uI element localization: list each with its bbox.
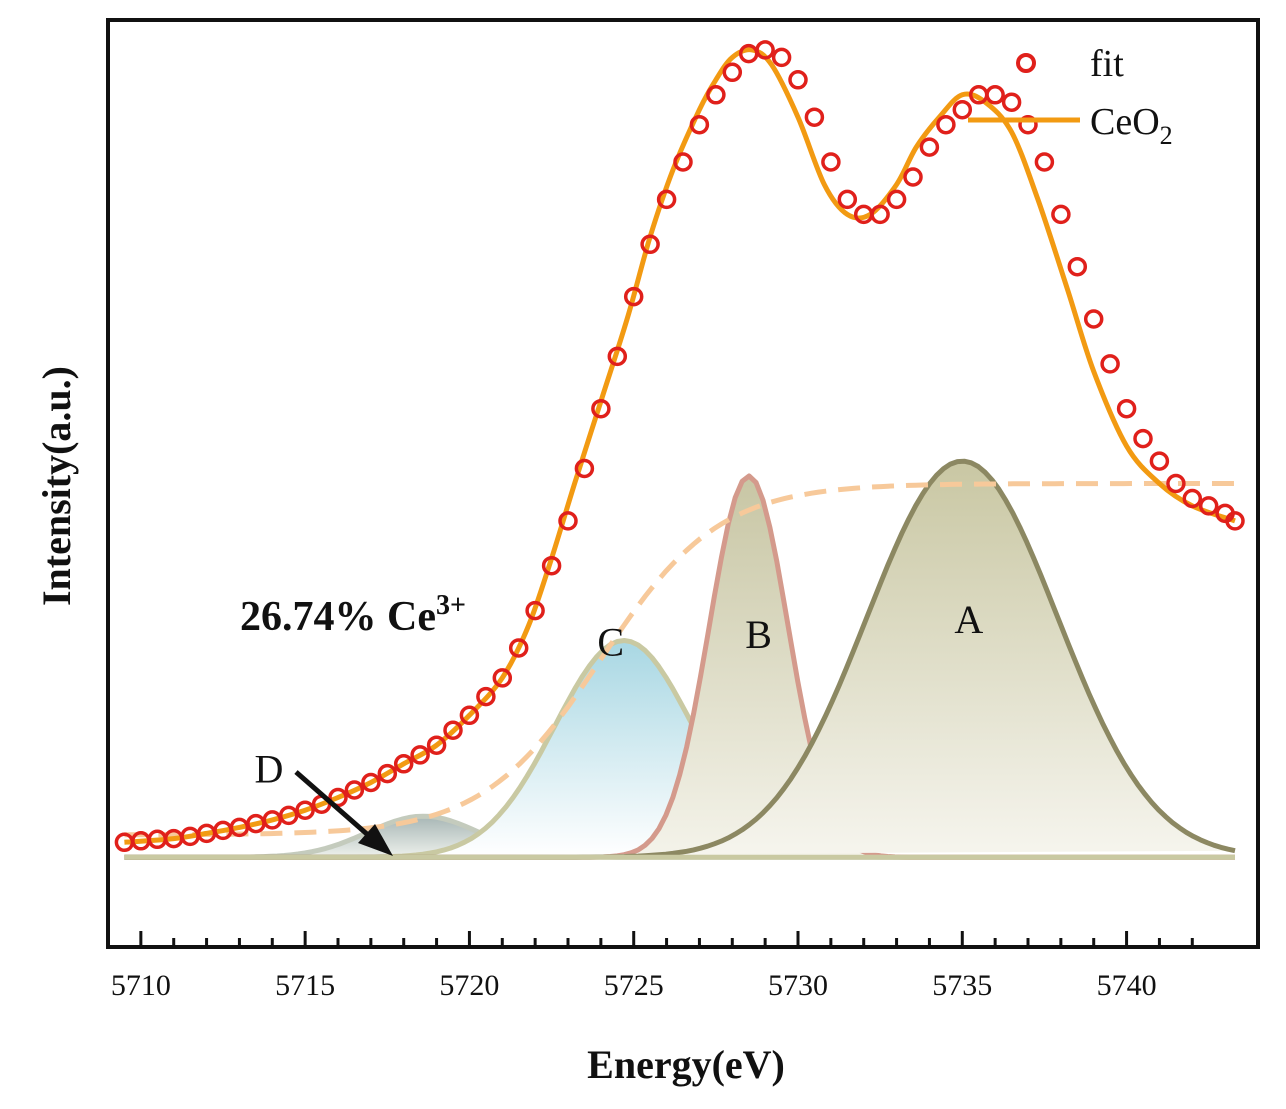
fit-point <box>492 668 513 688</box>
fit-point <box>656 189 677 210</box>
fit-point <box>985 85 1005 105</box>
legend: fit CeO2 <box>968 43 1173 150</box>
fit-point <box>426 735 447 755</box>
background-curve <box>124 481 1235 838</box>
peak-C-fill <box>124 640 1235 858</box>
x-axis-title: Energy(eV) <box>587 1042 785 1087</box>
x-tick-label: 5725 <box>604 969 664 1002</box>
fit-point <box>525 600 545 621</box>
peak-D-fill <box>124 816 1235 858</box>
peak-labels: A B C D <box>255 597 984 792</box>
fit-point <box>952 99 973 120</box>
fit-point <box>788 70 808 90</box>
x-tick-label: 5730 <box>768 969 828 1002</box>
peak-label-A: A <box>954 597 983 642</box>
fit-point <box>295 800 315 820</box>
fit-points <box>114 40 1245 853</box>
fit-point <box>1001 92 1022 112</box>
fit-point <box>673 152 693 172</box>
fit-point <box>558 511 578 531</box>
fit-point <box>278 805 299 826</box>
fit-point <box>919 137 940 157</box>
fit-point <box>1100 354 1120 374</box>
fit-point <box>1166 473 1186 494</box>
fit-point <box>837 189 858 210</box>
arrow-shaft <box>294 770 370 837</box>
fit-point <box>1225 511 1245 531</box>
peak-label-D: D <box>255 747 284 792</box>
plot-frame <box>106 18 1260 949</box>
fit-point <box>689 114 710 135</box>
x-tick-label: 5740 <box>1097 969 1157 1002</box>
background-dashed-line <box>124 481 1235 838</box>
ceo2-line <box>124 47 1236 845</box>
fit-point <box>821 152 841 172</box>
fit-point <box>722 62 743 83</box>
x-tick-label: 5710 <box>111 969 171 1002</box>
ce3-annotation: 26.74% Ce3+ <box>240 590 466 640</box>
fit-point <box>755 40 775 60</box>
ceo2-series <box>124 47 1236 845</box>
fit-point <box>574 458 595 479</box>
x-axis: 5710 5715 5720 5725 5730 5735 5740 <box>111 931 1194 1002</box>
fit-point <box>344 780 365 800</box>
fit-point <box>870 204 890 225</box>
fit-point <box>1018 114 1038 135</box>
x-tick-label: 5715 <box>275 969 335 1002</box>
fit-point <box>1149 451 1170 471</box>
fit-point <box>476 686 496 707</box>
fit-point <box>410 745 430 765</box>
fit-point <box>706 85 726 105</box>
arrow-head <box>358 824 393 856</box>
peak-A-fill <box>124 461 1235 858</box>
fit-point <box>640 234 660 255</box>
fit-point <box>771 47 792 68</box>
d-arrow <box>294 770 393 856</box>
fit-point <box>1133 428 1153 449</box>
fit-point <box>1116 398 1137 419</box>
fit-point <box>1198 496 1219 516</box>
fit-point <box>1083 309 1104 329</box>
y-axis-title: Intensity(a.u.) <box>34 366 79 606</box>
fit-point <box>508 638 529 658</box>
fit-point <box>804 107 825 127</box>
fit-point <box>903 167 923 187</box>
fit-point <box>936 114 956 135</box>
x-tick-label: 5720 <box>439 969 499 1002</box>
fit-point <box>623 286 644 307</box>
fit-point <box>377 763 398 784</box>
fit-point <box>1067 256 1088 277</box>
fit-point <box>443 720 463 740</box>
fit-point <box>361 772 381 793</box>
fit-point <box>591 398 611 419</box>
fit-point <box>607 346 628 367</box>
legend-ceo2-label: CeO2 <box>1090 101 1173 150</box>
legend-fit-label: fit <box>1090 43 1124 85</box>
fit-point <box>1051 204 1071 225</box>
fit-point <box>1034 152 1055 172</box>
fit-point <box>393 754 414 774</box>
fit-point <box>886 189 907 210</box>
peak-label-B: B <box>745 612 772 657</box>
fit-point <box>1182 488 1203 509</box>
legend-fit-marker <box>1016 53 1036 73</box>
peak-components <box>124 458 1236 860</box>
fit-point <box>459 705 480 726</box>
peak-label-C: C <box>597 619 624 664</box>
fit-point <box>541 555 562 576</box>
x-tick-label: 5735 <box>932 969 992 1002</box>
